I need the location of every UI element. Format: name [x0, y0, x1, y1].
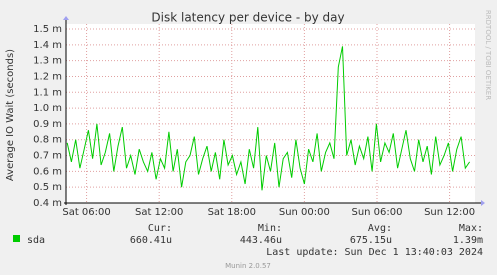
watermark: RRDTOOL / TOBI OETIKER — [484, 10, 492, 100]
y-tick-label: 0.6 m — [33, 166, 62, 177]
x-tick-label: Sat 18:00 — [208, 207, 256, 218]
plot-area — [66, 24, 475, 203]
legend-header: Max: — [459, 223, 483, 234]
legend-stat: 443.46u — [240, 235, 282, 246]
y-axis-label: Average IO Wait (seconds) — [5, 49, 16, 181]
legend-stat: 675.15u — [350, 235, 392, 246]
x-tick-label: Sat 06:00 — [62, 207, 110, 218]
y-tick-label: 0.9 m — [33, 119, 62, 130]
data-line — [66, 46, 471, 191]
y-tick-label: 0.5 m — [33, 182, 62, 193]
y-tick-label: 1.1 m — [33, 87, 62, 98]
legend-swatch — [13, 235, 20, 242]
x-tick-label: Sun 00:00 — [279, 207, 330, 218]
last-update: Last update: Sun Dec 1 13:40:03 2024 — [266, 247, 483, 258]
y-tick-label: 0.7 m — [33, 151, 62, 162]
axis-arrow — [63, 16, 69, 20]
legend-stat: 1.39m — [453, 235, 483, 246]
x-tick-label: Sun 12:00 — [424, 207, 475, 218]
legend-header: Cur: — [148, 223, 172, 234]
legend-label: sda — [27, 235, 45, 246]
legend-header: Min: — [258, 223, 282, 234]
x-tick-label: Sun 06:00 — [351, 207, 402, 218]
legend-header: Avg: — [368, 223, 392, 234]
y-tick-label: 1.4 m — [33, 40, 62, 51]
x-tick-label: Sat 12:00 — [135, 207, 183, 218]
y-tick-label: 1.5 m — [33, 24, 62, 35]
y-tick-label: 0.4 m — [33, 198, 62, 209]
y-tick-label: 1.0 m — [33, 103, 62, 114]
footer: Munin 2.0.57 — [225, 262, 271, 270]
y-tick-label: 1.2 m — [33, 71, 62, 82]
y-tick-label: 1.3 m — [33, 56, 62, 67]
legend-stat: 660.41u — [130, 235, 172, 246]
chart-title: Disk latency per device - by day — [151, 11, 344, 25]
axis-arrow — [481, 200, 485, 206]
y-tick-label: 0.8 m — [33, 135, 62, 146]
